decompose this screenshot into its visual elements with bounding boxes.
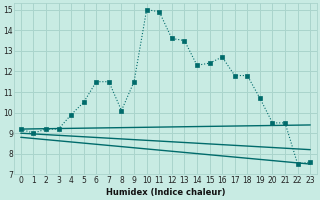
X-axis label: Humidex (Indice chaleur): Humidex (Indice chaleur) bbox=[106, 188, 225, 197]
